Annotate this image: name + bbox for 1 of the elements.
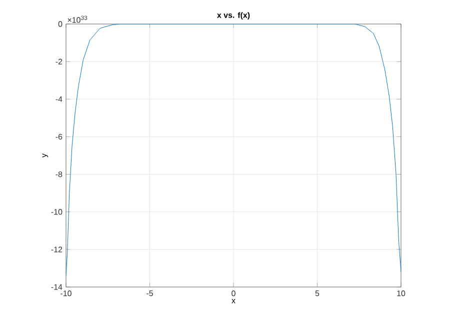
line-series <box>66 24 402 276</box>
